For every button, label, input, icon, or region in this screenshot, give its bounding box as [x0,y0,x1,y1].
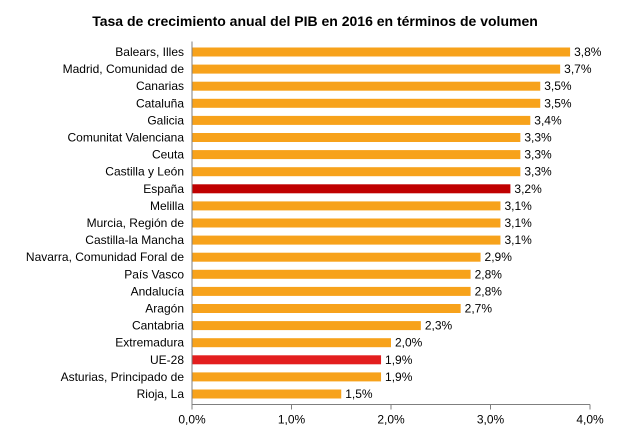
category-label: Rioja, La [137,387,185,401]
bars-group [192,47,571,399]
value-label: 3,3% [524,148,552,162]
category-label: Melilla [150,199,184,213]
bar [192,81,541,91]
value-label: 1,9% [385,353,413,367]
category-label: Cantabria [132,319,184,333]
category-label: Murcia, Región de [87,216,185,230]
value-labels: 3,8% 3,7% 3,5% 3,5% 3,4% 3,3% 3,3% 3,3% 3,2% 3,1%… [345,45,602,401]
category-label: Asturias, Principado de [61,370,185,384]
category-label: País Vasco [124,267,184,281]
x-tick-label: 3,0% [477,413,505,427]
value-label: 1,5% [345,387,373,401]
bar [192,252,481,262]
category-label: Extremadura [115,336,184,350]
category-label: Madrid, Comunidad de [63,62,185,76]
bar [192,372,382,382]
value-label: 3,4% [534,113,562,127]
value-label: 2,8% [475,267,503,281]
value-label: 2,9% [485,250,513,264]
bar [192,355,382,365]
value-label: 3,7% [564,62,592,76]
category-label: Navarra, Comunidad Foral de [26,250,184,264]
bar [192,389,342,399]
x-tick-label: 1,0% [278,413,306,427]
bar [192,338,391,348]
category-label: Balears, Illes [115,45,184,59]
chart-title: Tasa de crecimiento anual del PIB en 201… [92,13,538,29]
category-label: Aragón [145,302,184,316]
value-label: 1,9% [385,370,413,384]
bar [192,269,471,279]
value-label: 3,5% [544,79,572,93]
value-label: 3,1% [504,233,532,247]
x-axis: 0,0% 1,0% 2,0% 3,0% 4,0% [178,41,604,427]
category-label: Galicia [147,113,184,127]
bar [192,321,421,331]
bar [192,304,461,313]
x-tick-label: 0,0% [178,413,206,427]
bar [192,150,521,160]
category-label: Ceuta [152,148,184,162]
bar [192,184,511,194]
value-label: 2,0% [395,336,423,350]
value-label: 3,3% [524,131,552,145]
x-tick-label: 4,0% [576,413,604,427]
value-label: 2,7% [465,302,493,316]
category-label: Comunitat Valenciana [67,131,184,145]
value-label: 3,8% [574,45,602,59]
category-labels: Balears, Illes Madrid, Comunidad de Canari… [26,45,184,401]
value-label: 3,5% [544,96,572,110]
category-label: España [143,182,184,196]
category-label: UE-28 [150,353,184,367]
value-label: 3,1% [504,216,532,230]
bar [192,115,531,125]
bar [192,218,501,228]
value-label: 2,3% [425,319,453,333]
value-label: 3,2% [514,182,542,196]
category-label: Canarias [136,79,184,93]
category-label: Castilla y León [105,165,184,179]
category-label: Castilla-la Mancha [85,233,184,247]
value-label: 3,3% [524,165,552,179]
category-label: Cataluña [136,96,184,110]
category-label: Andalucía [131,284,185,298]
bar [192,47,571,57]
value-label: 2,8% [475,284,503,298]
value-label: 3,1% [504,199,532,213]
bar [192,286,471,296]
bar [192,133,521,142]
bar [192,235,501,245]
bar [192,64,561,74]
bar [192,201,501,211]
bar [192,98,541,108]
x-tick-label: 2,0% [377,413,405,427]
bar [192,167,521,177]
